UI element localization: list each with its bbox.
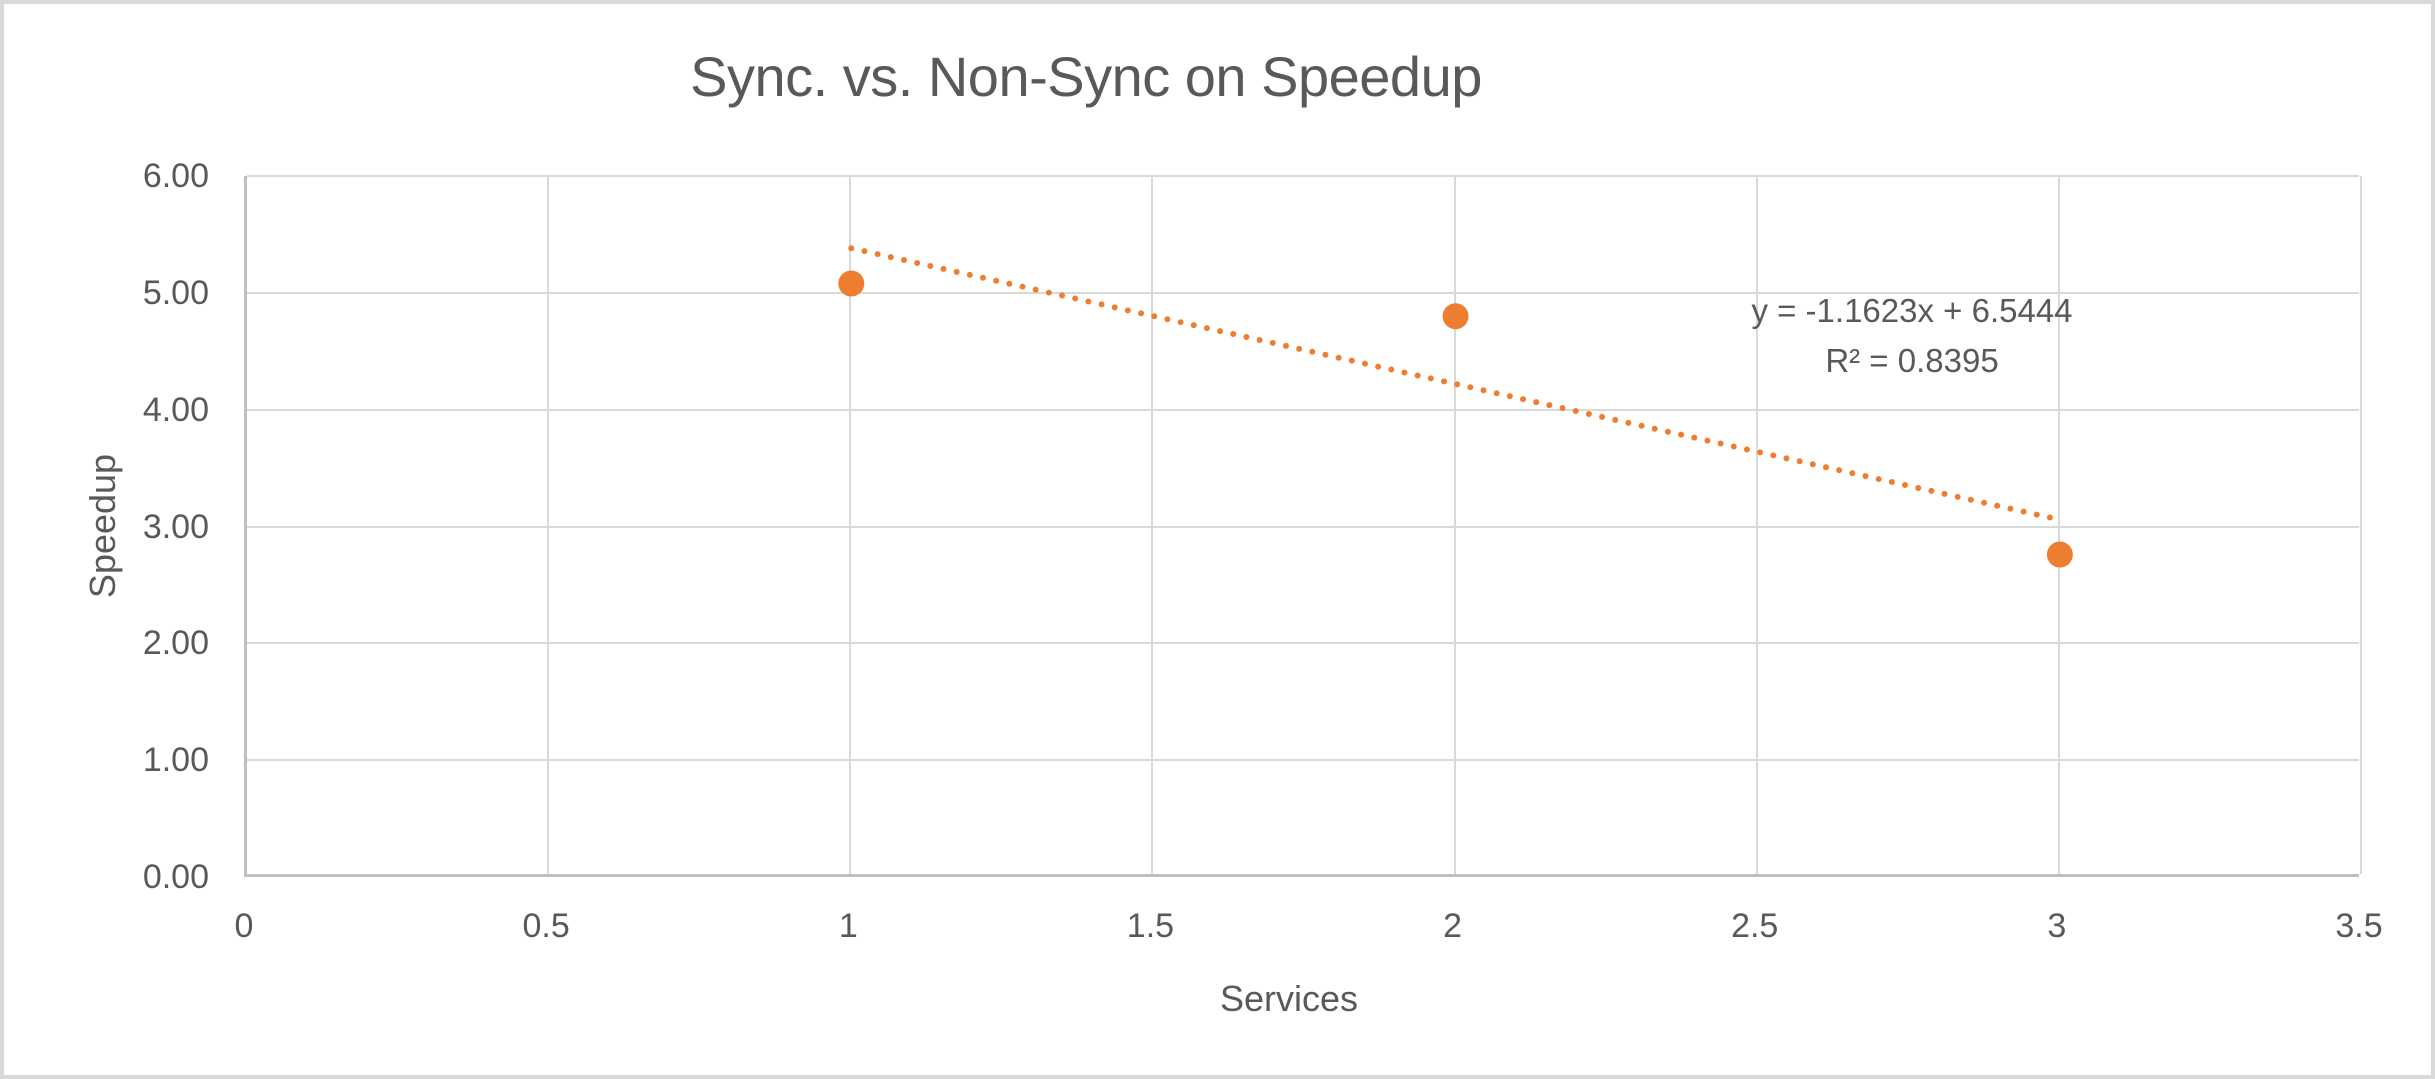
data-point [1442,303,1469,330]
x-tick-label: 0 [234,907,254,945]
y-tick-label: 5.00 [142,273,209,312]
x-gridline [2057,176,2060,874]
plot-area [244,175,2362,877]
x-axis-title: Services [1219,978,1359,1019]
y-gridline [247,175,2359,177]
trendline [848,245,2063,523]
x-tick-label: 2.5 [1731,907,1779,945]
x-gridline [849,176,852,874]
gridlines [247,175,2362,874]
y-tick-label: 1.00 [142,741,209,780]
y-tick-label: 2.00 [142,624,209,663]
x-gridline [1755,176,1758,874]
y-tick-label: 6.00 [142,157,209,195]
data-point [838,270,865,297]
x-gridline [547,176,550,874]
chart-title: Sync. vs. Non-Sync on Speedup [690,45,1482,108]
x-tick-label: 3 [2047,907,2067,945]
x-tick-label: 0.5 [522,907,570,945]
y-tick-label: 4.00 [142,390,209,429]
y-gridline [247,408,2359,411]
x-gridline [2360,176,2362,874]
x-tick-label: 3.5 [2335,907,2383,945]
y-gridline [247,642,2359,645]
x-tick-label: 2 [1443,907,1463,945]
trendline-equation: y = -1.1623x + 6.5444 [1751,292,2073,329]
trendline-r-squared: R² = 0.8395 [1825,342,1999,379]
y-tick-label: 3.00 [142,507,209,546]
plot-svg [838,245,2073,568]
y-gridline [247,759,2359,762]
x-gridline [1453,176,1456,874]
data-point [2046,541,2073,568]
y-tick-label: 0.00 [142,858,209,896]
x-tick-label: 1.5 [1126,907,1175,945]
y-gridline [247,525,2359,528]
x-gridline [1151,176,1154,874]
x-tick-label: 1 [838,907,858,945]
y-gridline [247,291,2359,294]
trendline-label: y = -1.1623x + 6.5444 R² = 0.8395 [1562,286,2262,386]
